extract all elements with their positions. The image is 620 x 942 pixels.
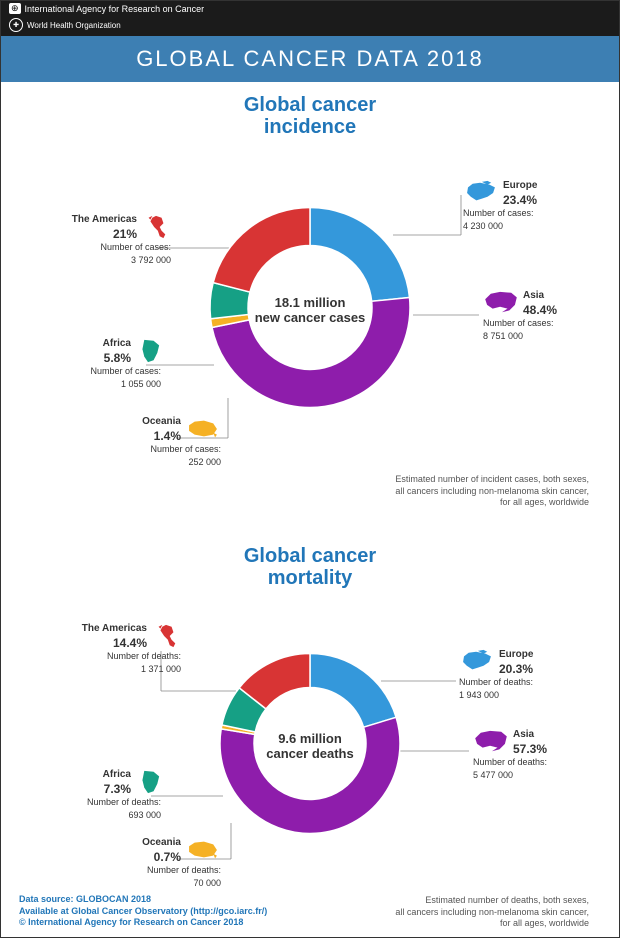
footer-url: Available at Global Cancer Observatory (…	[19, 906, 267, 916]
footer: Data source: GLOBOCAN 2018 Available at …	[19, 894, 267, 929]
mortality-center-value: 9.6 million	[250, 731, 370, 746]
iarc-header: ⊕ International Agency for Research on C…	[1, 1, 619, 16]
incidence-footnote: Estimated number of incident cases, both…	[1, 470, 619, 509]
incidence-label-americas: The Americas 21% Number of cases: 3 792 …	[31, 214, 171, 267]
incidence-title: Global cancerincidence	[1, 94, 619, 138]
incidence-chart-area: 18.1 million new cancer cases Europe 23.…	[1, 150, 619, 470]
mortality-center-label: 9.6 million cancer deaths	[250, 731, 370, 761]
incidence-title-text: Global cancerincidence	[244, 94, 376, 138]
europe-map-icon	[459, 649, 495, 675]
mortality-label-oceania: Oceania 0.7% Number of deaths: 70 000	[91, 837, 221, 890]
americas-map-icon	[151, 623, 181, 649]
iarc-text: International Agency for Research on Can…	[25, 4, 205, 14]
africa-map-icon	[135, 338, 161, 364]
mortality-center-sub: cancer deaths	[250, 746, 370, 761]
who-text: World Health Organization	[27, 21, 121, 30]
asia-map-icon	[473, 729, 509, 755]
donut-slice-europe	[310, 654, 396, 728]
americas-map-icon	[141, 214, 171, 240]
mortality-chart-area: 9.6 million cancer deaths Europe 20.3% N…	[1, 601, 619, 891]
who-logo-icon: ✚	[9, 18, 23, 32]
europe-map-icon	[463, 180, 499, 206]
incidence-label-oceania: Oceania 1.4% Number of cases: 252 000	[91, 416, 221, 469]
donut-slice-the-americas	[213, 208, 310, 293]
incidence-section: Global cancerincidence 18.1 million new …	[1, 82, 619, 521]
who-header: ✚ World Health Organization	[1, 16, 619, 36]
incidence-center-value: 18.1 million	[250, 295, 370, 310]
mortality-label-asia: Asia 57.3% Number of deaths: 5 477 000	[473, 729, 603, 782]
incidence-center-sub: new cancer cases	[250, 310, 370, 325]
page-title: GLOBAL CANCER DATA 2018	[1, 36, 619, 82]
incidence-label-africa: Africa 5.8% Number of cases: 1 055 000	[31, 338, 161, 391]
mortality-title: Global cancermortality	[1, 545, 619, 589]
mortality-section: Global cancermortality 9.6 million cance…	[1, 521, 619, 942]
incidence-center-label: 18.1 million new cancer cases	[250, 295, 370, 325]
incidence-label-europe: Europe 23.4% Number of cases: 4 230 000	[463, 180, 593, 233]
mortality-label-europe: Europe 20.3% Number of deaths: 1 943 000	[459, 649, 589, 702]
footer-source: Data source: GLOBOCAN 2018	[19, 894, 151, 904]
donut-slice-europe	[310, 208, 409, 302]
footer-copyright: © International Agency for Research on C…	[19, 917, 243, 927]
oceania-map-icon	[185, 837, 221, 863]
oceania-map-icon	[185, 416, 221, 442]
mortality-label-africa: Africa 7.3% Number of deaths: 693 000	[31, 769, 161, 822]
asia-map-icon	[483, 290, 519, 316]
incidence-label-asia: Asia 48.4% Number of cases: 8 751 000	[483, 290, 613, 343]
africa-map-icon	[135, 769, 161, 795]
zoom-icon[interactable]: ⊕	[9, 3, 21, 14]
mortality-title-text: Global cancermortality	[244, 545, 376, 589]
mortality-label-americas: The Americas 14.4% Number of deaths: 1 3…	[41, 623, 181, 676]
